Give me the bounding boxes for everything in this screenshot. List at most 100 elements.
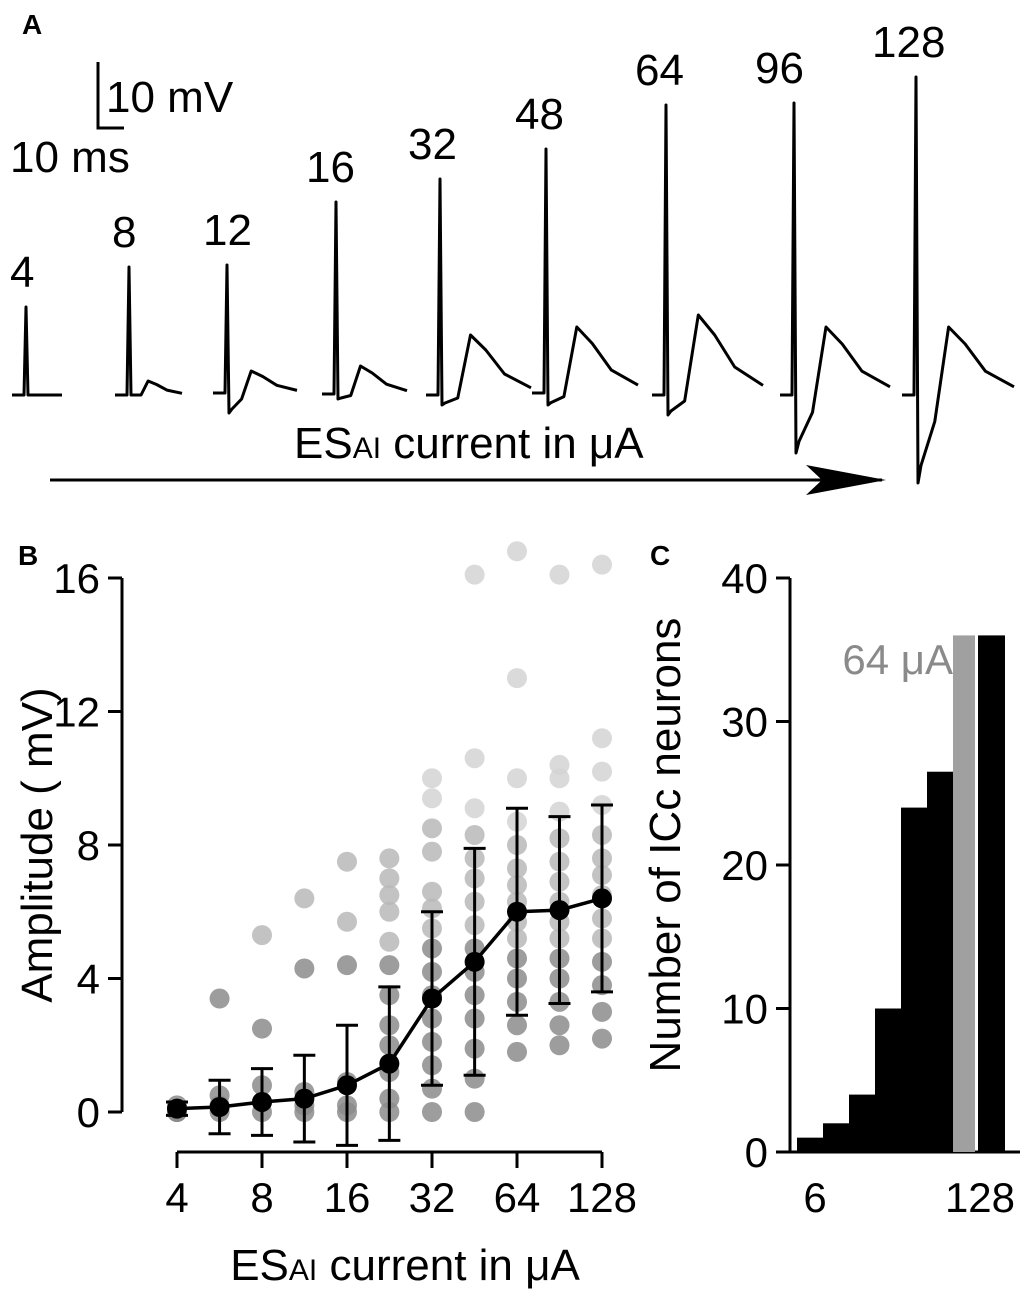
b-point	[507, 768, 527, 789]
scale-bar-lines	[96, 62, 124, 130]
b-point	[549, 1015, 570, 1036]
trace-label-64: 64	[635, 46, 684, 95]
b-point	[464, 824, 485, 845]
c-annotation: 64 μA	[842, 636, 953, 683]
panel-b-plot: 0 4 8 12 16 4 8 16 32 64 128	[53, 541, 637, 1221]
c-bar-12	[849, 1094, 875, 1152]
b-y-tick-label: 8	[77, 822, 100, 869]
c-y-tick-label: 40	[721, 555, 768, 602]
b-point	[549, 754, 570, 775]
trace-96	[780, 101, 891, 455]
b-mean-point	[294, 1088, 315, 1109]
trace-label-48: 48	[515, 90, 564, 139]
b-point	[379, 868, 400, 889]
c-y-tick-label: 0	[745, 1129, 768, 1176]
c-bar-6	[797, 1137, 823, 1152]
b-x-tick-label: 4	[165, 1174, 188, 1221]
b-point	[507, 1041, 527, 1062]
b-point	[379, 901, 400, 922]
b-point	[592, 761, 612, 782]
b-x-tick-label: 64	[494, 1174, 541, 1221]
b-point	[337, 851, 357, 872]
c-bar-24	[901, 807, 927, 1152]
trace-label-12: 12	[203, 206, 252, 255]
scale-bar-time: 10 ms	[10, 133, 130, 182]
b-point	[422, 881, 442, 902]
b-point	[549, 1035, 570, 1056]
b-point	[507, 1015, 527, 1036]
b-point	[464, 748, 485, 769]
b-point	[252, 1018, 272, 1039]
c-bar-32	[927, 771, 953, 1152]
b-point	[252, 925, 272, 946]
trace-48	[532, 147, 639, 407]
b-x-tick-label: 32	[409, 1174, 456, 1221]
trace-16	[322, 200, 408, 401]
b-mean-point	[209, 1096, 230, 1117]
trace-label-96: 96	[755, 44, 804, 93]
b-mean-point	[167, 1098, 187, 1119]
b-mean-point	[507, 901, 527, 922]
b-point	[464, 1068, 485, 1089]
b-point	[422, 818, 442, 839]
b-x-tick-label: 16	[324, 1174, 371, 1221]
b-point	[379, 955, 400, 976]
c-y-tick-label: 20	[721, 842, 768, 889]
b-point	[337, 955, 357, 976]
b-point	[592, 1028, 612, 1049]
b-mean-point	[252, 1091, 272, 1112]
trace-label-8: 8	[112, 208, 136, 257]
b-point	[422, 768, 442, 789]
trace-label-4: 4	[10, 248, 34, 297]
b-x-tick-label: 8	[250, 1174, 273, 1221]
b-point	[592, 728, 612, 749]
trace-12	[213, 263, 298, 415]
panel-c-letter: C	[650, 540, 670, 571]
b-mean-point	[422, 988, 442, 1009]
b-point	[464, 1102, 485, 1122]
b-point	[422, 788, 442, 809]
b-point	[549, 564, 570, 585]
b-point	[422, 898, 442, 919]
b-point	[422, 1102, 442, 1122]
b-mean-point	[549, 900, 570, 921]
c-y-tick-label: 10	[721, 986, 768, 1033]
b-mean-point	[337, 1075, 357, 1096]
panel-b: B Amplitude ( mV) ESAI current in μA 0 4 8…	[13, 540, 637, 1290]
c-x-tick-label: 6	[803, 1174, 826, 1221]
c-y-tick-label: 30	[721, 699, 768, 746]
b-y-tick-label: 0	[77, 1089, 100, 1136]
scale-bar-voltage: 10 mV	[106, 73, 234, 122]
trace-label-32: 32	[408, 120, 457, 169]
panel-b-y-label: Amplitude ( mV)	[13, 687, 62, 1002]
panel-c-plot: 0 10 20 30 40 6 128 64 μA	[721, 555, 1020, 1221]
b-point	[337, 911, 357, 932]
c-bar-16	[875, 1008, 901, 1152]
b-point	[379, 931, 400, 952]
trace-128	[902, 75, 1015, 485]
trace-8	[115, 265, 183, 397]
b-mean-point	[379, 1053, 400, 1074]
panel-b-letter: B	[18, 540, 38, 571]
c-bar-128	[978, 635, 1005, 1152]
b-point	[379, 885, 400, 906]
b-point	[507, 541, 527, 562]
b-point	[592, 1001, 612, 1022]
b-mean-point	[464, 951, 485, 972]
b-point	[422, 1078, 442, 1099]
c-x-tick-label: 128	[945, 1174, 1015, 1221]
arrow-label: ESAI current in μA	[294, 419, 644, 468]
b-x-tick-label: 128	[567, 1174, 637, 1221]
panel-b-x-label: ESAI current in μA	[230, 1241, 580, 1290]
b-y-tick-label: 12	[53, 689, 100, 736]
panel-c-y-label: Number of ICc neurons	[641, 618, 690, 1073]
scale-bar: 10 mV 10 ms	[10, 62, 234, 182]
b-point	[209, 988, 230, 1009]
trace-4	[12, 305, 62, 397]
b-y-tick-label: 16	[53, 555, 100, 602]
b-mean-point	[592, 888, 612, 909]
b-point	[507, 668, 527, 689]
